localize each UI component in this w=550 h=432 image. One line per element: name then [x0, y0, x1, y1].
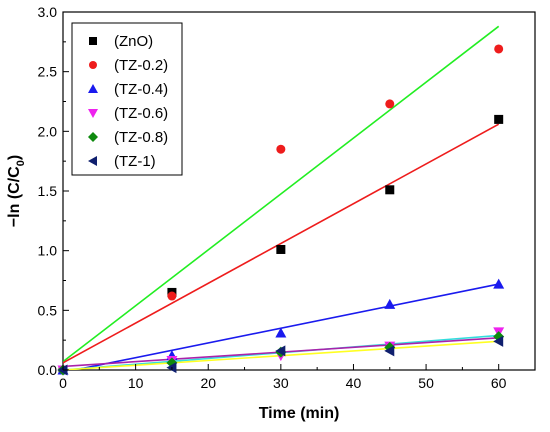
data-point-series-2 — [275, 327, 287, 338]
legend-marker — [88, 132, 98, 142]
y-tick-label: 3.0 — [38, 4, 58, 20]
x-tick-label: 10 — [128, 375, 144, 391]
legend-label: (TZ-0.6) — [114, 105, 168, 122]
y-tick-label: 2.5 — [38, 64, 58, 80]
legend-label: (TZ-0.8) — [114, 129, 168, 146]
legend-label: (TZ-0.2) — [114, 57, 168, 74]
x-axis: 0 10 20 30 40 50 60 — [59, 364, 507, 391]
y-tick-label: 0.5 — [38, 302, 58, 318]
fit-line-0 — [63, 25, 500, 363]
y-tick-label: 1.5 — [38, 183, 58, 199]
legend: (ZnO) (TZ-0.2) (TZ-0.4) (TZ-0.6) (TZ-0.8) (TZ… — [71, 22, 183, 176]
data-point-series-1 — [167, 291, 177, 301]
legend-marker — [88, 84, 98, 93]
fit-line-1 — [63, 123, 500, 364]
legend-marker — [89, 37, 97, 45]
data-point-series-2 — [493, 278, 505, 289]
x-tick-label: 40 — [346, 375, 362, 391]
x-tick-label: 30 — [273, 375, 289, 391]
y-axis-title: −ln (C/C0) — [6, 155, 27, 227]
y-tick-label: 0.0 — [38, 362, 58, 378]
y-axis-title-sub: 0 — [15, 160, 27, 166]
data-point-series-0 — [385, 185, 395, 195]
y-tick-label: 1.0 — [38, 243, 58, 259]
data-point-series-5 — [384, 345, 395, 357]
legend-label: (TZ-0.4) — [114, 81, 168, 98]
x-tick-label: 60 — [491, 375, 507, 391]
data-point-series-0 — [494, 114, 504, 124]
data-point-series-5 — [275, 345, 286, 357]
legend-marker — [88, 109, 98, 118]
data-point-series-1 — [494, 44, 504, 54]
legend-label: (TZ-1) — [114, 153, 156, 170]
data-point-series-1 — [385, 99, 395, 109]
x-axis-title: Time (min) — [259, 405, 340, 422]
legend-marker — [89, 61, 97, 69]
legend-box — [71, 22, 183, 176]
y-axis: 0.0 0.5 1.0 1.5 2.0 2.5 3.0 — [38, 4, 69, 378]
data-point-series-1 — [276, 144, 286, 154]
y-axis-title-main: −ln (C/C — [6, 166, 23, 227]
data-point-series-2 — [384, 298, 396, 309]
x-tick-label: 50 — [418, 375, 434, 391]
y-tick-label: 2.0 — [38, 123, 58, 139]
x-tick-label: 0 — [59, 375, 67, 391]
legend-label: (ZnO) — [114, 33, 153, 50]
data-point-series-5 — [493, 335, 504, 347]
data-point-series-0 — [276, 244, 286, 254]
y-axis-title-end: ) — [6, 155, 23, 160]
x-tick-label: 20 — [200, 375, 216, 391]
legend-marker — [88, 156, 97, 166]
